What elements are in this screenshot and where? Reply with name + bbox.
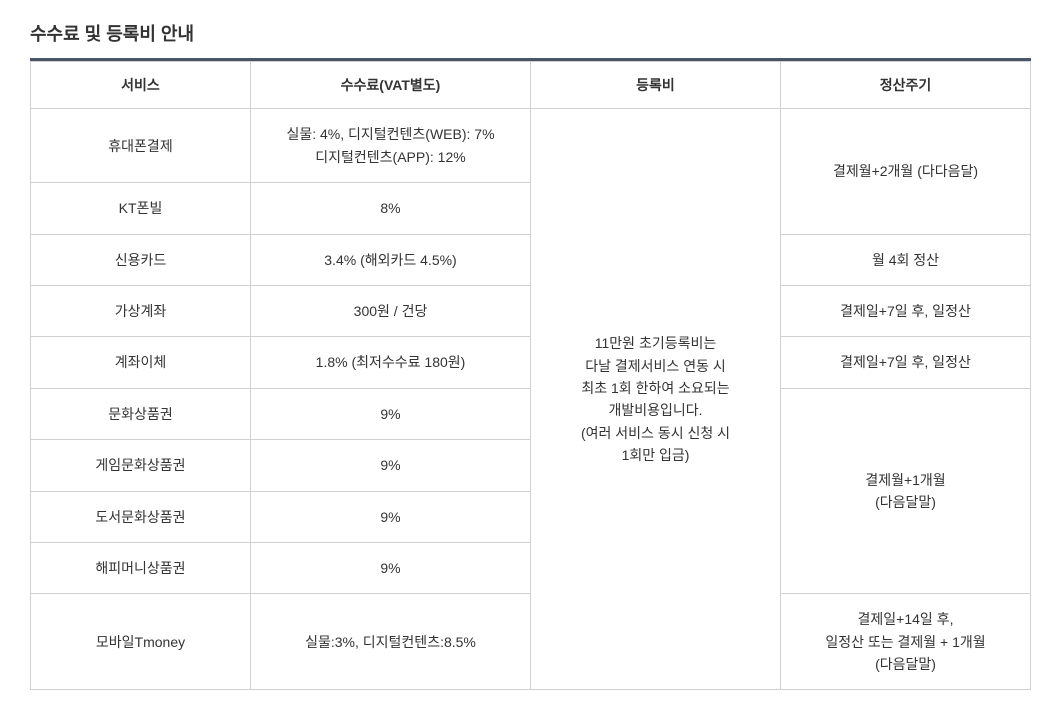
cell-cycle: 결제월+2개월 (다다음달) (781, 109, 1031, 234)
cell-service: 도서문화상품권 (31, 491, 251, 542)
cell-fee: 3.4% (해외카드 4.5%) (251, 234, 531, 285)
page-title: 수수료 및 등록비 안내 (30, 20, 1031, 61)
cell-service: 문화상품권 (31, 388, 251, 439)
cell-service: 게임문화상품권 (31, 440, 251, 491)
cell-service: 계좌이체 (31, 337, 251, 388)
cell-service: 모바일Tmoney (31, 594, 251, 690)
cell-fee: 9% (251, 542, 531, 593)
header-registration: 등록비 (531, 62, 781, 109)
cell-fee: 300원 / 건당 (251, 285, 531, 336)
cell-registration: 11만원 초기등록비는 다날 결제서비스 연동 시 최초 1회 한하여 소요되는… (531, 109, 781, 690)
cell-cycle: 결제일+14일 후, 일정산 또는 결제월 + 1개월 (다음달말) (781, 594, 1031, 690)
cell-fee: 실물: 4%, 디지털컨텐츠(WEB): 7% 디지털컨텐츠(APP): 12% (251, 109, 531, 183)
cell-cycle: 결제월+1개월 (다음달말) (781, 388, 1031, 594)
cell-cycle: 결제일+7일 후, 일정산 (781, 337, 1031, 388)
cell-service: KT폰빌 (31, 183, 251, 234)
cell-fee: 1.8% (최저수수료 180원) (251, 337, 531, 388)
cell-fee: 9% (251, 491, 531, 542)
cell-service: 가상계좌 (31, 285, 251, 336)
cell-cycle: 결제일+7일 후, 일정산 (781, 285, 1031, 336)
cell-fee: 실물:3%, 디지털컨텐츠:8.5% (251, 594, 531, 690)
cell-fee: 8% (251, 183, 531, 234)
header-service: 서비스 (31, 62, 251, 109)
cell-service: 해피머니상품권 (31, 542, 251, 593)
cell-cycle: 월 4회 정산 (781, 234, 1031, 285)
cell-fee: 9% (251, 440, 531, 491)
fee-table: 서비스 수수료(VAT별도) 등록비 정산주기 휴대폰결제 실물: 4%, 디지… (30, 61, 1031, 690)
header-fee: 수수료(VAT별도) (251, 62, 531, 109)
cell-service: 신용카드 (31, 234, 251, 285)
cell-service: 휴대폰결제 (31, 109, 251, 183)
cell-fee: 9% (251, 388, 531, 439)
table-header-row: 서비스 수수료(VAT별도) 등록비 정산주기 (31, 62, 1031, 109)
table-row: 휴대폰결제 실물: 4%, 디지털컨텐츠(WEB): 7% 디지털컨텐츠(APP… (31, 109, 1031, 183)
header-cycle: 정산주기 (781, 62, 1031, 109)
